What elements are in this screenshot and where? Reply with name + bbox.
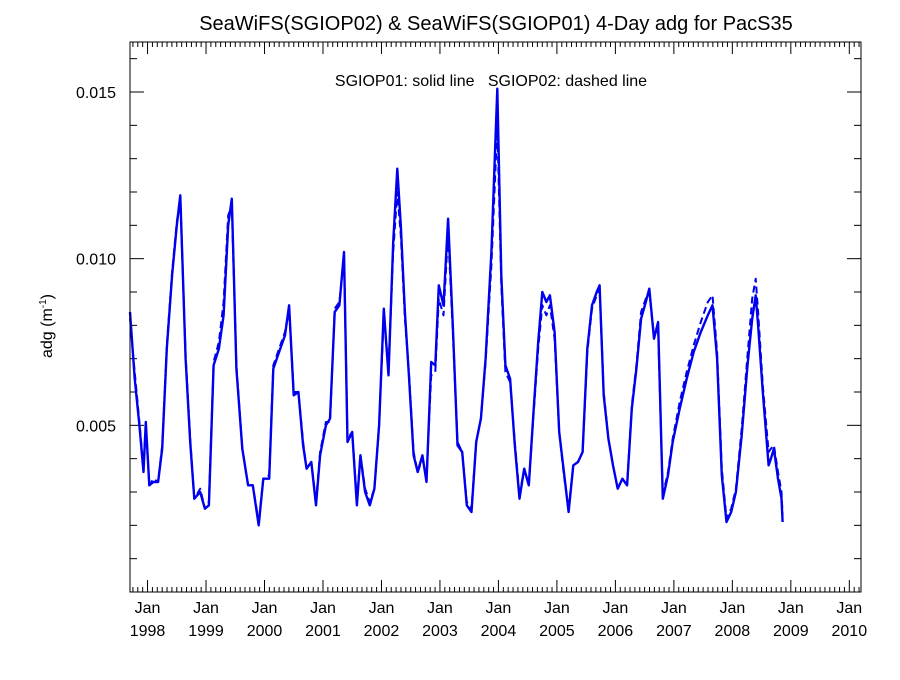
x-tick-label-month: Jan	[544, 600, 570, 617]
y-axis-label: adg (m-1)	[38, 294, 56, 358]
x-tick-label-year: 1998	[130, 623, 166, 640]
y-axis-label-text: adg (m	[39, 308, 56, 358]
series-line-sgiop02	[129, 124, 784, 523]
x-tick-label-year: 2004	[481, 623, 517, 640]
y-tick-label: 0.005	[76, 418, 116, 435]
x-tick-label-month: Jan	[310, 600, 336, 617]
x-tick-label-month: Jan	[193, 600, 219, 617]
y-axis-label-close: )	[39, 294, 56, 299]
plot-frame	[129, 41, 862, 593]
x-tick-label-year: 2003	[422, 623, 458, 640]
x-tick-label-month: Jan	[719, 600, 745, 617]
y-axis-label-superscript: -1	[38, 299, 49, 308]
x-tick-label-year: 1999	[188, 623, 224, 640]
x-tick-label-year: 2008	[715, 623, 751, 640]
y-tick-label: 0.015	[76, 85, 116, 102]
series-group	[128, 87, 784, 527]
x-tick-label-year: 2007	[656, 623, 692, 640]
x-tick-label-month: Jan	[602, 600, 628, 617]
x-tick-label-year: 2000	[247, 623, 283, 640]
x-tick-label-month: Jan	[778, 600, 804, 617]
x-tick-label-month: Jan	[661, 600, 687, 617]
x-tick-label-year: 2006	[598, 623, 634, 640]
axes: 0.005 0.010 0.015 Jan 1998 Jan 1999 Jan 2000 Jan 2…	[76, 42, 867, 640]
x-tick-label-year: 2002	[364, 623, 400, 640]
line-style-annotation: SGIOP01: solid line SGIOP02: dashed line	[335, 73, 647, 90]
x-tick-label-month: Jan	[486, 600, 512, 617]
x-tick-label-month: Jan	[369, 600, 395, 617]
x-tick-label-month: Jan	[836, 600, 862, 617]
x-tick-label-month: Jan	[252, 600, 278, 617]
x-tick-label-month: Jan	[135, 600, 161, 617]
x-tick-label-year: 2010	[832, 623, 868, 640]
chart-title: SeaWiFS(SGIOP02) & SeaWiFS(SGIOP01) 4-Da…	[199, 13, 793, 35]
x-tick-label-month: Jan	[427, 600, 453, 617]
y-tick-label: 0.010	[76, 252, 116, 269]
x-tick-label-year: 2005	[539, 623, 575, 640]
x-tick-label-year: 2001	[305, 623, 341, 640]
series-line-sgiop01	[128, 87, 784, 527]
x-tick-label-year: 2009	[773, 623, 809, 640]
